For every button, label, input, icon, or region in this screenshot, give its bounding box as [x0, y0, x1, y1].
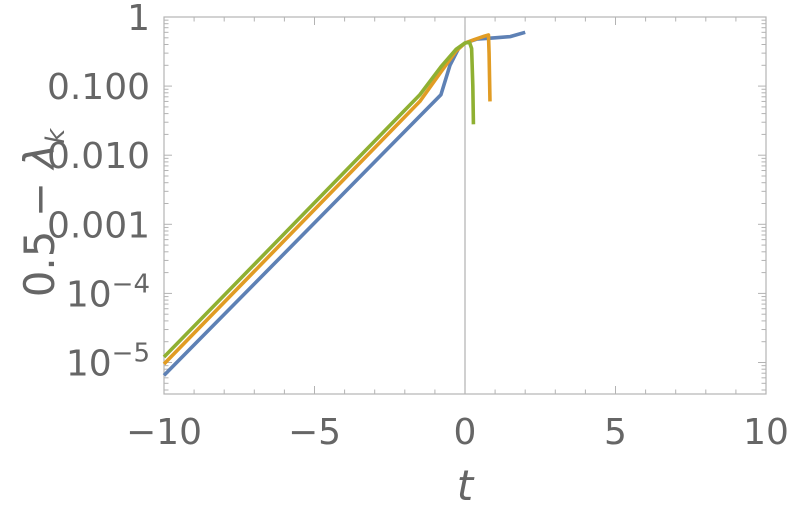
y-axis-title-lambda: λ	[15, 144, 64, 171]
x-tick-labels: −10 −5 0 5 10	[126, 412, 789, 453]
y-tick-label: 1	[127, 0, 150, 39]
y-tick-exponent: −5	[112, 338, 150, 368]
y-axis-title-main: 0.5 −	[15, 169, 64, 298]
y-axis-title: 0.5 − λk	[15, 128, 71, 298]
y-tick-base: 10	[66, 274, 112, 315]
x-tick-label: −10	[126, 412, 202, 453]
series-line-3	[162, 40, 476, 359]
x-tick-label: 10	[743, 412, 789, 453]
x-tick-label: −5	[288, 412, 341, 453]
y-tick-base: 10	[66, 343, 112, 384]
y-tick-exponent: −4	[112, 269, 150, 299]
x-axis-title: t	[457, 461, 475, 510]
y-tick-label: 0.001	[47, 205, 150, 246]
y-tick-label: 0.010	[47, 136, 150, 177]
y-axis-title-subscript: k	[41, 128, 71, 144]
tick-marks	[163, 16, 767, 394]
y-tick-label: 0.100	[47, 67, 150, 108]
series-group	[162, 30, 526, 377]
y-tick-label: 10−4	[66, 269, 150, 315]
y-tick-label: 10−5	[66, 338, 150, 384]
x-tick-label: 0	[454, 412, 477, 453]
x-tick-label: 5	[604, 412, 627, 453]
plot-frame	[163, 16, 767, 395]
series-line-2	[162, 33, 492, 366]
